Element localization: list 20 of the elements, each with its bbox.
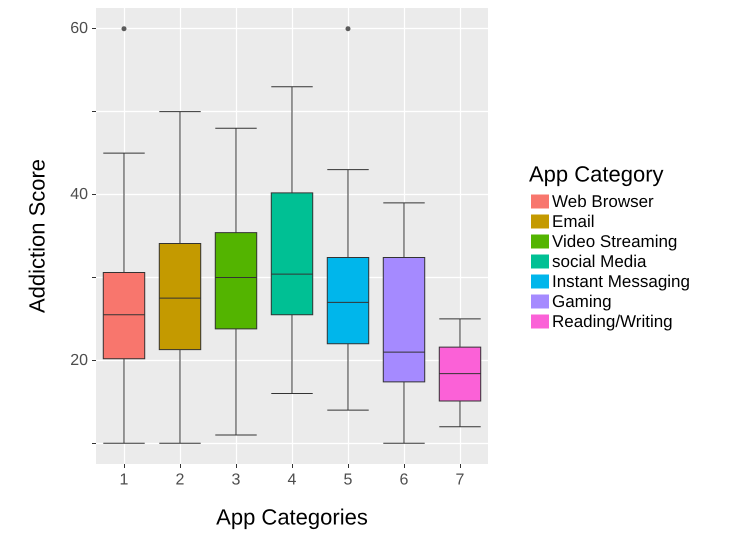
x-tick-label: 2: [176, 472, 185, 488]
legend-label: Reading/Writing: [552, 312, 673, 331]
x-tick-label: 7: [456, 472, 465, 488]
x-tick-label: 1: [120, 472, 129, 488]
x-tick-label: 6: [400, 472, 409, 488]
legend-label: Web Browser: [552, 192, 654, 211]
legend-label: Gaming: [552, 292, 612, 311]
y-tick-label: 60: [70, 20, 88, 38]
legend-label: Instant Messaging: [552, 272, 690, 291]
legend-label: social Media: [552, 252, 648, 271]
x-tick-label: 5: [344, 472, 353, 488]
legend-label: Video Streaming: [552, 232, 678, 251]
y-tick-label: 40: [70, 186, 88, 204]
x-axis-title: App Categories: [216, 504, 368, 530]
x-tick-label: 3: [232, 472, 241, 488]
legend-title: App Category: [529, 162, 664, 186]
x-tick-label: 4: [288, 472, 297, 488]
y-tick-label: 20: [70, 352, 88, 369]
legend-label: Email: [552, 212, 595, 231]
y-axis-title: Addiction Score: [24, 158, 50, 314]
